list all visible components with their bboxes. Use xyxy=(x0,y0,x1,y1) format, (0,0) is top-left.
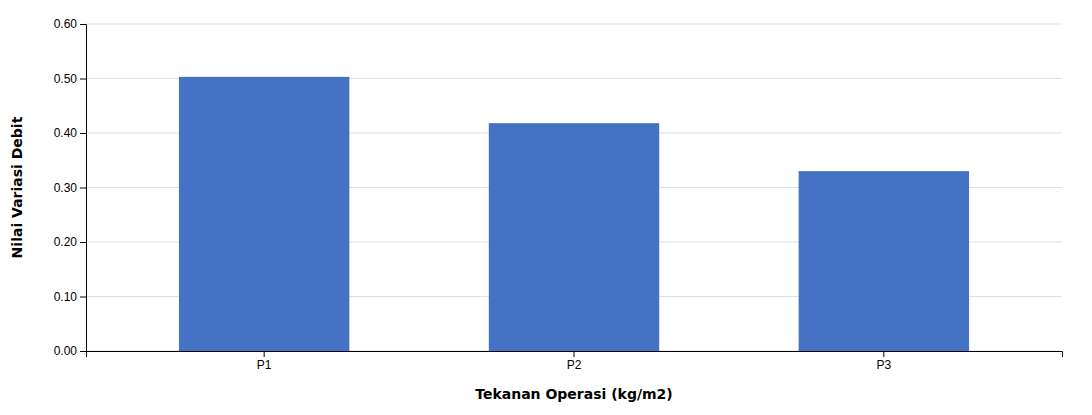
x-axis-title: Tekanan Operasi (kg/m2) xyxy=(475,386,673,402)
plot: P1 P2 P3 0.00 0.10 0.20 0.30 0.40 0.50 0.60 xyxy=(54,17,1063,371)
axis-line xyxy=(80,25,87,352)
grid xyxy=(86,24,1062,351)
bar xyxy=(179,77,349,351)
tick-label: 0.00 xyxy=(54,344,78,358)
tick-label: P2 xyxy=(567,358,582,372)
tick-mark xyxy=(264,351,265,357)
tick: 0.60 xyxy=(54,17,86,31)
y-axis-title: Nilai Variasi Debit xyxy=(9,116,25,258)
tick: P2 xyxy=(567,351,582,372)
tick: 0.20 xyxy=(54,235,86,249)
bars xyxy=(179,77,969,351)
tick: 0.00 xyxy=(54,344,86,358)
tick: P1 xyxy=(257,351,272,372)
tick-mark xyxy=(80,297,86,298)
chart-container: P1 P2 P3 0.00 0.10 0.20 0.30 0.40 0.50 0.60 Tekana… xyxy=(0,0,1092,415)
tick: 0.10 xyxy=(54,290,86,304)
chart: P1 P2 P3 0.00 0.10 0.20 0.30 0.40 0.50 0.60 Tekana… xyxy=(0,0,1092,415)
tick: 0.30 xyxy=(54,181,86,195)
tick-mark xyxy=(574,351,575,357)
tick-mark xyxy=(80,351,86,352)
tick-label: P3 xyxy=(876,358,891,372)
tick-label: 0.50 xyxy=(54,72,78,86)
tick: P3 xyxy=(876,351,891,372)
tick-mark xyxy=(883,351,884,357)
tick-mark xyxy=(80,133,86,134)
tick-label: 0.40 xyxy=(54,126,78,140)
bar xyxy=(489,123,659,351)
grid-line xyxy=(86,24,1062,25)
tick-label: 0.20 xyxy=(54,235,78,249)
tick-label: 0.30 xyxy=(54,181,78,195)
tick-label: P1 xyxy=(257,358,272,372)
x-axis: P1 P2 P3 xyxy=(87,351,1063,372)
axis-line xyxy=(87,352,1063,358)
y-axis: 0.00 0.10 0.20 0.30 0.40 0.50 0.60 xyxy=(54,17,87,358)
tick-mark xyxy=(80,24,86,25)
tick-label: 0.60 xyxy=(54,17,78,31)
tick-mark xyxy=(80,242,86,243)
bar xyxy=(799,171,969,351)
tick: 0.50 xyxy=(54,72,86,86)
tick-mark xyxy=(80,188,86,189)
tick-label: 0.10 xyxy=(54,290,78,304)
tick-mark xyxy=(80,79,86,80)
tick: 0.40 xyxy=(54,126,86,140)
